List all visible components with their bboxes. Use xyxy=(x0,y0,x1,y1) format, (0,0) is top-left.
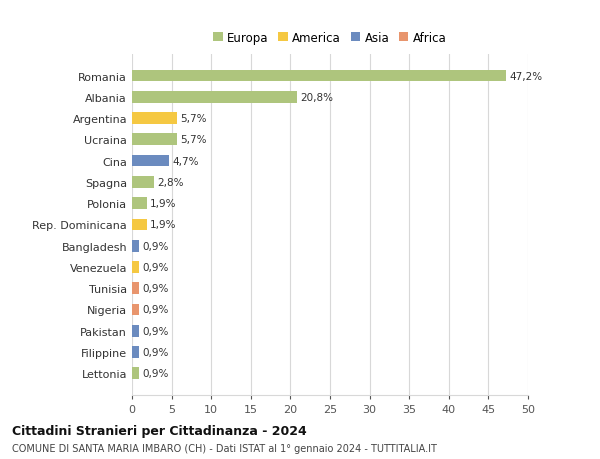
Text: 0,9%: 0,9% xyxy=(142,326,169,336)
Text: 4,7%: 4,7% xyxy=(172,156,199,166)
Bar xyxy=(132,134,177,146)
Text: 2,8%: 2,8% xyxy=(157,178,184,187)
Text: COMUNE DI SANTA MARIA IMBARO (CH) - Dati ISTAT al 1° gennaio 2024 - TUTTITALIA.I: COMUNE DI SANTA MARIA IMBARO (CH) - Dati… xyxy=(12,443,437,453)
Bar xyxy=(132,283,139,294)
Bar xyxy=(132,198,147,209)
Bar xyxy=(132,92,297,103)
Legend: Europa, America, Asia, Africa: Europa, America, Asia, Africa xyxy=(208,27,452,50)
Text: 20,8%: 20,8% xyxy=(300,93,333,102)
Text: 5,7%: 5,7% xyxy=(181,114,207,124)
Bar xyxy=(132,304,139,316)
Text: 5,7%: 5,7% xyxy=(181,135,207,145)
Bar xyxy=(132,347,139,358)
Bar xyxy=(132,71,506,82)
Text: 0,9%: 0,9% xyxy=(142,284,169,294)
Bar xyxy=(132,219,147,231)
Bar xyxy=(132,113,177,125)
Text: Cittadini Stranieri per Cittadinanza - 2024: Cittadini Stranieri per Cittadinanza - 2… xyxy=(12,424,307,437)
Bar xyxy=(132,241,139,252)
Text: 47,2%: 47,2% xyxy=(509,71,542,81)
Text: 0,9%: 0,9% xyxy=(142,241,169,251)
Bar xyxy=(132,262,139,273)
Text: 0,9%: 0,9% xyxy=(142,347,169,357)
Bar xyxy=(132,368,139,379)
Text: 0,9%: 0,9% xyxy=(142,305,169,315)
Text: 1,9%: 1,9% xyxy=(150,199,177,209)
Bar xyxy=(132,156,169,167)
Text: 0,9%: 0,9% xyxy=(142,263,169,272)
Text: 1,9%: 1,9% xyxy=(150,220,177,230)
Bar xyxy=(132,325,139,337)
Bar xyxy=(132,177,154,188)
Text: 0,9%: 0,9% xyxy=(142,369,169,379)
